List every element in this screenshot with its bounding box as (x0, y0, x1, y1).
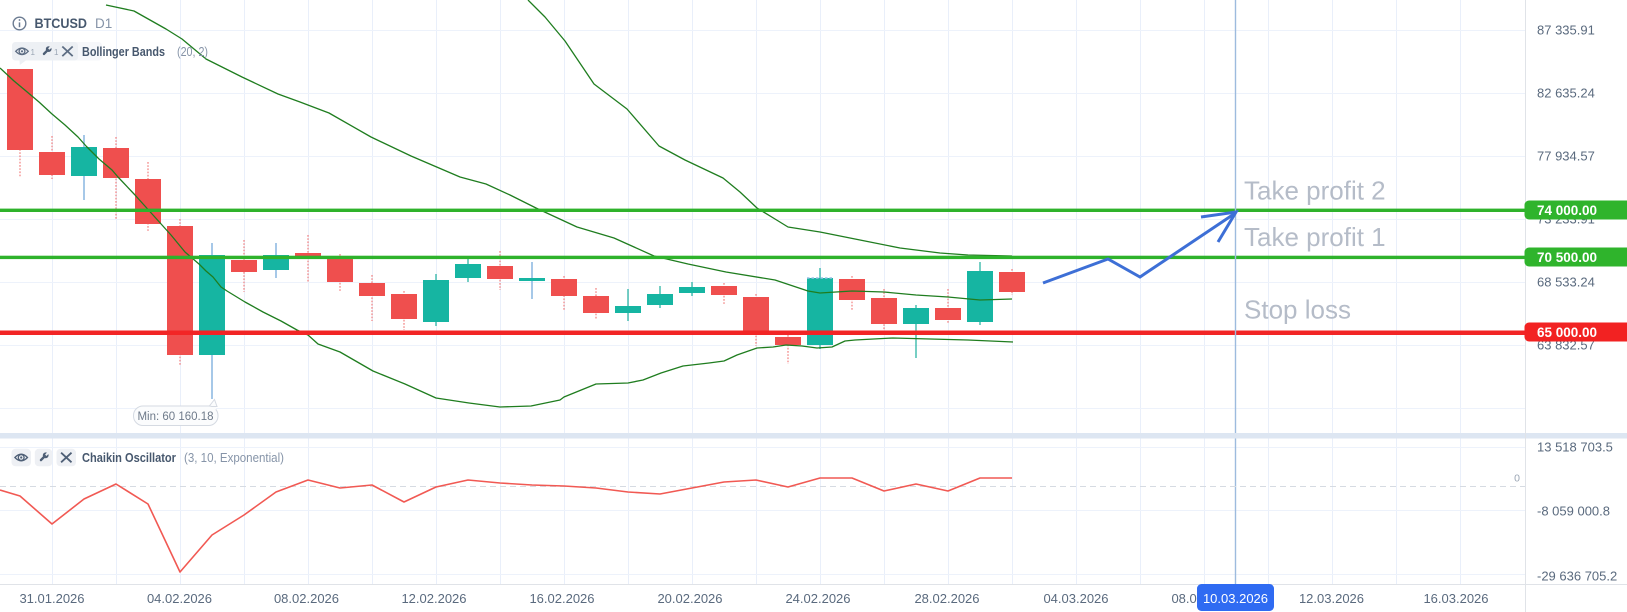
svg-text:74 000.00: 74 000.00 (1537, 203, 1597, 218)
svg-text:04.02.2026: 04.02.2026 (147, 591, 212, 606)
svg-text:Take profit 1: Take profit 1 (1244, 222, 1386, 252)
svg-text:(20, 2): (20, 2) (177, 44, 208, 59)
svg-text:Chaikin Oscillator: Chaikin Oscillator (82, 450, 176, 465)
svg-text:12.02.2026: 12.02.2026 (401, 591, 466, 606)
svg-text:BTCUSD: BTCUSD (35, 16, 88, 31)
svg-text:-29 636 705.2: -29 636 705.2 (1537, 569, 1617, 584)
svg-text:Stop loss: Stop loss (1244, 295, 1351, 325)
svg-text:13 518 703.5: 13 518 703.5 (1537, 440, 1613, 455)
svg-text:1: 1 (31, 48, 36, 57)
svg-text:31.01.2026: 31.01.2026 (19, 591, 84, 606)
svg-text:24.02.2026: 24.02.2026 (785, 591, 850, 606)
svg-text:70 500.00: 70 500.00 (1537, 250, 1597, 265)
svg-text:Take profit 2: Take profit 2 (1244, 176, 1386, 206)
svg-text:D1: D1 (95, 16, 112, 31)
svg-text:28.02.2026: 28.02.2026 (914, 591, 979, 606)
svg-text:Bollinger Bands: Bollinger Bands (82, 44, 165, 59)
svg-text:65 000.00: 65 000.00 (1537, 325, 1597, 340)
svg-text:-8 059 000.8: -8 059 000.8 (1537, 504, 1610, 519)
svg-text:16.02.2026: 16.02.2026 (529, 591, 594, 606)
svg-text:68 533.24: 68 533.24 (1537, 275, 1595, 290)
svg-text:08.02.2026: 08.02.2026 (274, 591, 339, 606)
svg-text:10.03.2026: 10.03.2026 (1203, 591, 1268, 606)
svg-text:(3, 10, Exponential): (3, 10, Exponential) (184, 450, 284, 465)
svg-text:1: 1 (54, 48, 59, 57)
svg-text:77 934.57: 77 934.57 (1537, 149, 1595, 164)
svg-text:Min: 60 160.18: Min: 60 160.18 (137, 411, 213, 423)
svg-text:20.02.2026: 20.02.2026 (657, 591, 722, 606)
svg-text:04.03.2026: 04.03.2026 (1043, 591, 1108, 606)
svg-text:12.03.2026: 12.03.2026 (1299, 591, 1364, 606)
svg-text:0: 0 (1514, 473, 1520, 485)
svg-text:16.03.2026: 16.03.2026 (1423, 591, 1488, 606)
svg-text:87 335.91: 87 335.91 (1537, 23, 1595, 38)
svg-text:82 635.24: 82 635.24 (1537, 86, 1595, 101)
